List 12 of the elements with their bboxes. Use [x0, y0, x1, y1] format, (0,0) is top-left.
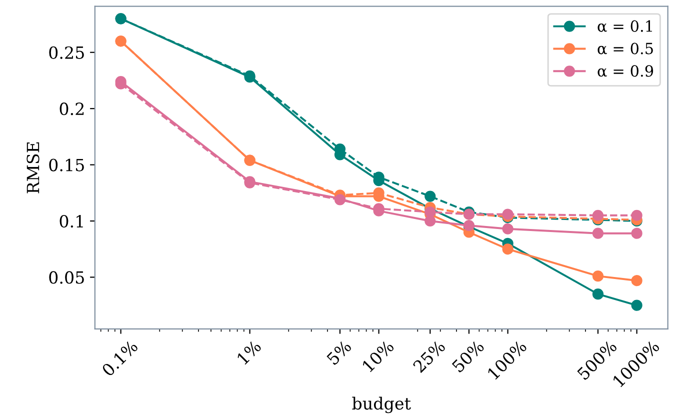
legend-label: α = 0.1 [598, 20, 652, 32]
x-tick-label: 5% [326, 339, 352, 366]
y-tick-label: 0.05 [49, 271, 84, 284]
x-tick-label: 1% [236, 339, 262, 366]
y-tick-label: 0.15 [49, 158, 84, 172]
y-tick-label: 0.25 [49, 46, 84, 59]
y-axis-title: RMSE [26, 142, 40, 194]
y-tick-label: 0.1 [60, 214, 83, 228]
legend-label: α = 0.9 [598, 65, 654, 77]
y-tick-label: 0.2 [60, 102, 84, 116]
x-axis-title: budget [352, 396, 411, 414]
legend-label: α = 0.5 [598, 42, 653, 54]
